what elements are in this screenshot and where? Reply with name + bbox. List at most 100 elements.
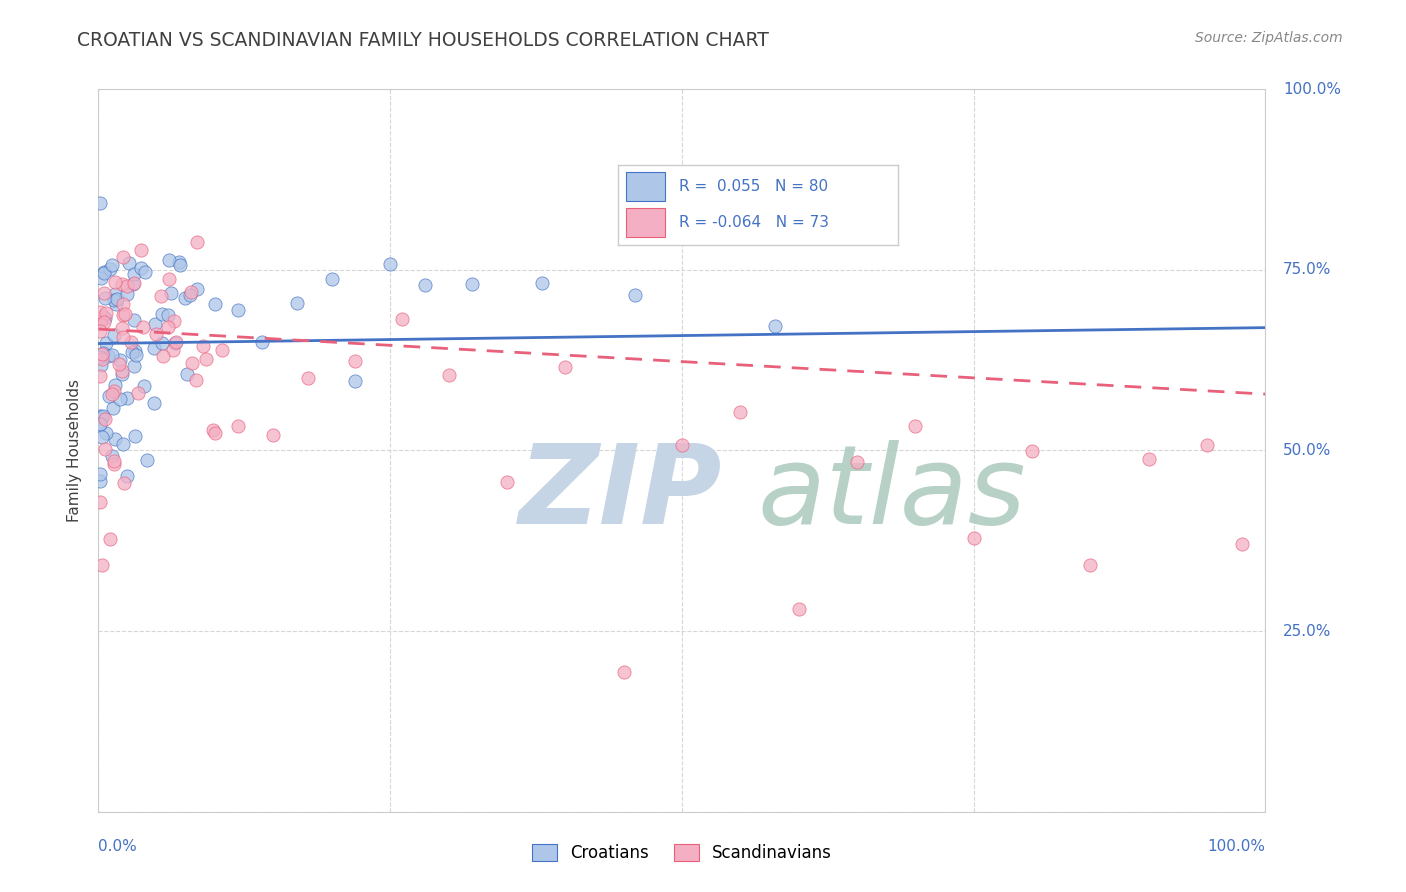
Point bbox=[143, 395, 166, 409]
Point bbox=[496, 475, 519, 489]
Point bbox=[145, 327, 167, 342]
Point bbox=[162, 343, 184, 358]
Point bbox=[115, 468, 138, 483]
Point bbox=[437, 368, 460, 382]
Point bbox=[344, 375, 367, 389]
Point bbox=[89, 467, 111, 481]
Point bbox=[262, 427, 284, 442]
Point bbox=[111, 330, 134, 344]
Point bbox=[763, 318, 786, 333]
Point bbox=[413, 277, 436, 292]
Point bbox=[120, 335, 142, 350]
Text: 100.0%: 100.0% bbox=[1208, 839, 1265, 855]
Text: 50.0%: 50.0% bbox=[1282, 443, 1331, 458]
Point bbox=[180, 356, 202, 370]
Point bbox=[125, 348, 148, 362]
Point bbox=[159, 272, 181, 286]
Point bbox=[111, 277, 134, 292]
Point bbox=[101, 401, 124, 415]
Point bbox=[124, 344, 146, 359]
Point bbox=[103, 457, 125, 471]
Point bbox=[104, 378, 127, 392]
Point bbox=[118, 256, 141, 270]
Point bbox=[176, 367, 198, 381]
Point bbox=[554, 359, 576, 374]
Point bbox=[194, 351, 217, 366]
Point bbox=[89, 369, 111, 384]
Point bbox=[89, 315, 111, 329]
Point bbox=[108, 357, 131, 371]
Point bbox=[135, 453, 157, 467]
Point bbox=[624, 288, 647, 302]
Point bbox=[94, 306, 117, 320]
Point bbox=[100, 258, 122, 272]
Point bbox=[90, 352, 112, 367]
Point bbox=[112, 437, 135, 451]
Point bbox=[93, 286, 115, 301]
Point bbox=[104, 275, 127, 289]
Point bbox=[122, 312, 145, 326]
Point bbox=[173, 291, 195, 305]
Point bbox=[115, 278, 138, 293]
Point bbox=[124, 276, 146, 290]
Point bbox=[186, 282, 208, 296]
Text: atlas: atlas bbox=[758, 441, 1026, 548]
Point bbox=[98, 262, 121, 277]
Legend: Croatians, Scandinavians: Croatians, Scandinavians bbox=[524, 837, 839, 869]
Point bbox=[122, 277, 145, 291]
Point bbox=[103, 384, 125, 398]
Point bbox=[163, 314, 186, 328]
Text: CROATIAN VS SCANDINAVIAN FAMILY HOUSEHOLDS CORRELATION CHART: CROATIAN VS SCANDINAVIAN FAMILY HOUSEHOL… bbox=[77, 31, 769, 50]
Point bbox=[103, 454, 125, 468]
Point bbox=[101, 387, 124, 401]
Point bbox=[89, 417, 111, 431]
Text: 25.0%: 25.0% bbox=[1282, 624, 1331, 639]
Point bbox=[380, 257, 402, 271]
Point bbox=[160, 286, 183, 301]
Point bbox=[671, 438, 693, 452]
Point bbox=[391, 312, 413, 326]
Point bbox=[730, 405, 752, 419]
Point bbox=[94, 426, 117, 441]
Point bbox=[90, 347, 112, 361]
Point bbox=[104, 432, 127, 446]
Point bbox=[150, 335, 173, 350]
Point bbox=[112, 308, 135, 322]
Point bbox=[104, 287, 127, 301]
Point bbox=[124, 429, 146, 443]
Point bbox=[93, 409, 115, 424]
Point bbox=[89, 475, 111, 489]
Point bbox=[204, 297, 226, 311]
Point bbox=[344, 354, 367, 368]
Text: 100.0%: 100.0% bbox=[1282, 82, 1341, 96]
Point bbox=[131, 320, 153, 334]
Point bbox=[127, 385, 149, 400]
Point bbox=[89, 417, 111, 431]
Point bbox=[93, 346, 115, 360]
Point bbox=[297, 371, 319, 385]
Point bbox=[112, 475, 135, 490]
Point bbox=[1137, 452, 1160, 467]
Point bbox=[122, 359, 145, 374]
Point bbox=[121, 344, 143, 359]
Point bbox=[94, 442, 117, 456]
Point bbox=[89, 495, 111, 509]
Point bbox=[89, 409, 111, 424]
Point bbox=[156, 308, 179, 322]
Point bbox=[89, 271, 111, 285]
Point bbox=[129, 260, 152, 275]
Point bbox=[204, 425, 226, 440]
Point bbox=[117, 392, 139, 406]
Point bbox=[1080, 558, 1102, 572]
Point bbox=[112, 297, 135, 311]
Point bbox=[211, 343, 233, 358]
Point bbox=[962, 532, 984, 546]
Point bbox=[904, 419, 927, 434]
Y-axis label: Family Households: Family Households bbox=[67, 379, 83, 522]
Point bbox=[104, 297, 127, 311]
Point bbox=[461, 277, 484, 292]
Point bbox=[179, 287, 201, 301]
Point bbox=[143, 317, 166, 331]
Point bbox=[93, 315, 115, 329]
Point bbox=[114, 307, 136, 321]
